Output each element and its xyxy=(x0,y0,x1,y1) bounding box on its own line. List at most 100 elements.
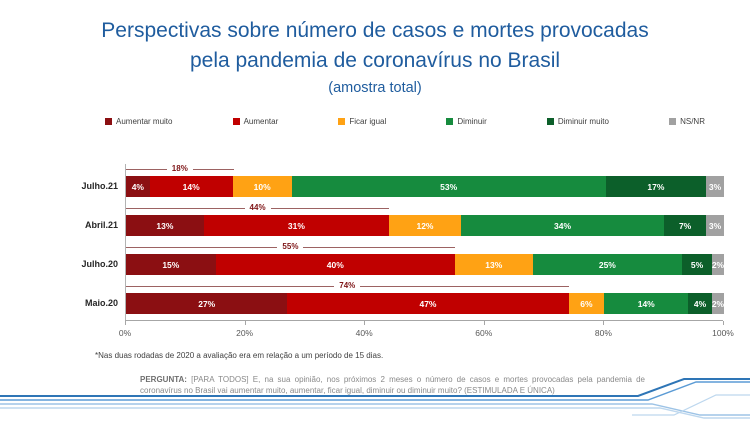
bar-segment: 3% xyxy=(706,176,724,197)
segment-value-label: 5% xyxy=(690,259,704,270)
axis-tick-label: 60% xyxy=(475,328,493,338)
segment-value-label: 3% xyxy=(708,181,722,192)
bar-segment: 2% xyxy=(712,293,724,314)
bar-segment: 13% xyxy=(126,215,204,236)
axis-tick xyxy=(244,321,246,325)
bracket-annotation-label: 18% xyxy=(166,164,193,174)
axis-tick-label: 40% xyxy=(355,328,373,338)
axis-tick xyxy=(603,321,605,325)
bar-segment: 10% xyxy=(232,176,292,197)
axis-tick xyxy=(723,321,724,325)
category-label: Abril.21 xyxy=(84,220,118,230)
bracket-annotation-label: 74% xyxy=(334,281,361,291)
segment-value-label: 31% xyxy=(287,220,305,231)
stacked-bar: 13% 31% 12% 34% 7% 3% xyxy=(126,215,724,236)
segment-value-label: 12% xyxy=(416,220,434,231)
category-label: Julho.21 xyxy=(81,181,118,191)
bar-segment: 14% xyxy=(604,293,689,314)
legend-swatch-icon xyxy=(546,118,554,125)
question-body: [PARA TODOS] E, na sua opinião, nos próx… xyxy=(140,375,645,395)
bar-segment: 4% xyxy=(126,176,150,197)
bar-row: Abril.21 44% 13% 31% 12% 34% 7% 3% xyxy=(85,203,724,242)
axis-tick xyxy=(364,321,366,325)
chart-plot-area: Julho.21 18% 4% 14% 10% 53% 17% 3% Abril.21 44% 13… xyxy=(81,164,724,320)
segment-value-label: 13% xyxy=(485,259,503,270)
bar-segment: 53% xyxy=(291,176,606,197)
legend-label: Diminuir xyxy=(457,117,487,126)
bar-segment: 25% xyxy=(532,254,683,275)
legend-label: NS/NR xyxy=(680,117,705,126)
footnote: *Nas duas rodadas de 2020 a avaliação er… xyxy=(95,351,384,360)
bar-segment: 5% xyxy=(682,254,712,275)
segment-value-label: 47% xyxy=(419,298,437,309)
bracket-annotation: 44% xyxy=(126,203,390,213)
legend-swatch-icon xyxy=(338,118,346,125)
bar-segment: 14% xyxy=(149,176,233,197)
axis-tick-label: 80% xyxy=(594,328,612,338)
segment-value-label: 2% xyxy=(711,259,725,270)
bar-segment: 7% xyxy=(664,215,707,236)
legend-item: Diminuir xyxy=(446,117,487,126)
bar-segment: 47% xyxy=(287,293,569,314)
bar-segment: 17% xyxy=(605,176,707,197)
legend: Aumentar muito Aumentar Ficar igual Diminui… xyxy=(105,117,705,126)
bracket-annotation: 55% xyxy=(126,242,455,252)
axis-tick-label: 0% xyxy=(118,328,132,338)
stacked-bar: 15% 40% 13% 25% 5% 2% xyxy=(126,254,724,275)
legend-item: NS/NR xyxy=(669,117,705,126)
bar-row: Julho.21 18% 4% 14% 10% 53% 17% 3% xyxy=(81,164,724,203)
segment-value-label: 53% xyxy=(440,181,458,192)
category-label: Julho.20 xyxy=(81,259,118,269)
axis-tick-label: 20% xyxy=(236,328,254,338)
bar-segment: 34% xyxy=(460,215,665,236)
segment-value-label: 4% xyxy=(131,181,144,192)
bar-segment: 2% xyxy=(712,254,724,275)
bar-row: Maio.20 74% 27% 47% 6% 14% 4% 2% xyxy=(85,281,724,320)
axis-tick xyxy=(483,321,485,325)
segment-value-label: 14% xyxy=(637,298,655,309)
legend-swatch-icon xyxy=(446,118,454,125)
question-text: PERGUNTA: [PARA TODOS] E, na sua opinião… xyxy=(140,375,645,396)
legend-label: Diminuir muito xyxy=(557,117,609,126)
segment-value-label: 13% xyxy=(156,220,174,231)
title-line-1: Perspectivas sobre número de casos e mor… xyxy=(101,19,649,42)
bar-segment: 13% xyxy=(454,254,533,275)
stacked-bar: 27% 47% 6% 14% 4% 2% xyxy=(126,293,724,314)
bracket-annotation: 74% xyxy=(126,281,569,291)
chart-subtitle: (amostra total) xyxy=(328,80,422,96)
footer-lines-logo xyxy=(0,378,750,419)
stacked-bar: 4% 14% 10% 53% 17% 3% xyxy=(126,176,724,197)
legend-swatch-icon xyxy=(669,118,677,125)
segment-value-label: 2% xyxy=(711,298,725,309)
bracket-annotation-label: 55% xyxy=(277,242,304,252)
legend-item: Diminuir muito xyxy=(546,117,609,126)
legend-swatch-icon xyxy=(105,118,112,125)
bar-segment: 12% xyxy=(389,215,461,236)
bar-row: Julho.20 55% 15% 40% 13% 25% 5% 2% xyxy=(81,242,724,281)
segment-value-label: 14% xyxy=(182,181,200,192)
segment-value-label: 4% xyxy=(693,298,707,309)
x-axis: 0% 20% 40% 60% 80% 100% xyxy=(119,320,734,338)
bar-segment: 27% xyxy=(126,293,288,314)
category-label: Maio.20 xyxy=(84,298,118,308)
segment-value-label: 27% xyxy=(198,298,216,309)
legend-label: Aumentar muito xyxy=(116,117,173,126)
bracket-annotation-label: 44% xyxy=(244,203,271,213)
title-line-2: pela pandemia de coronavírus no Brasil xyxy=(189,49,561,72)
segment-value-label: 15% xyxy=(162,259,180,270)
segment-value-label: 17% xyxy=(647,181,665,192)
legend-label: Aumentar xyxy=(243,117,279,126)
bar-segment: 31% xyxy=(203,215,390,236)
question-label: PERGUNTA: xyxy=(140,375,187,384)
axis-tick-label: 100% xyxy=(712,328,734,338)
bar-segment: 6% xyxy=(568,293,605,314)
legend-item: Ficar igual xyxy=(338,117,386,126)
page-title: Perspectivas sobre número de casos e mor… xyxy=(0,16,750,76)
bracket-annotation: 18% xyxy=(126,164,234,174)
segment-value-label: 7% xyxy=(678,220,692,231)
bar-segment: 3% xyxy=(706,215,724,236)
legend-label: Ficar igual xyxy=(349,117,387,126)
bar-segment: 4% xyxy=(688,293,712,314)
segment-value-label: 10% xyxy=(253,181,271,192)
legend-item: Aumentar muito xyxy=(105,117,172,126)
